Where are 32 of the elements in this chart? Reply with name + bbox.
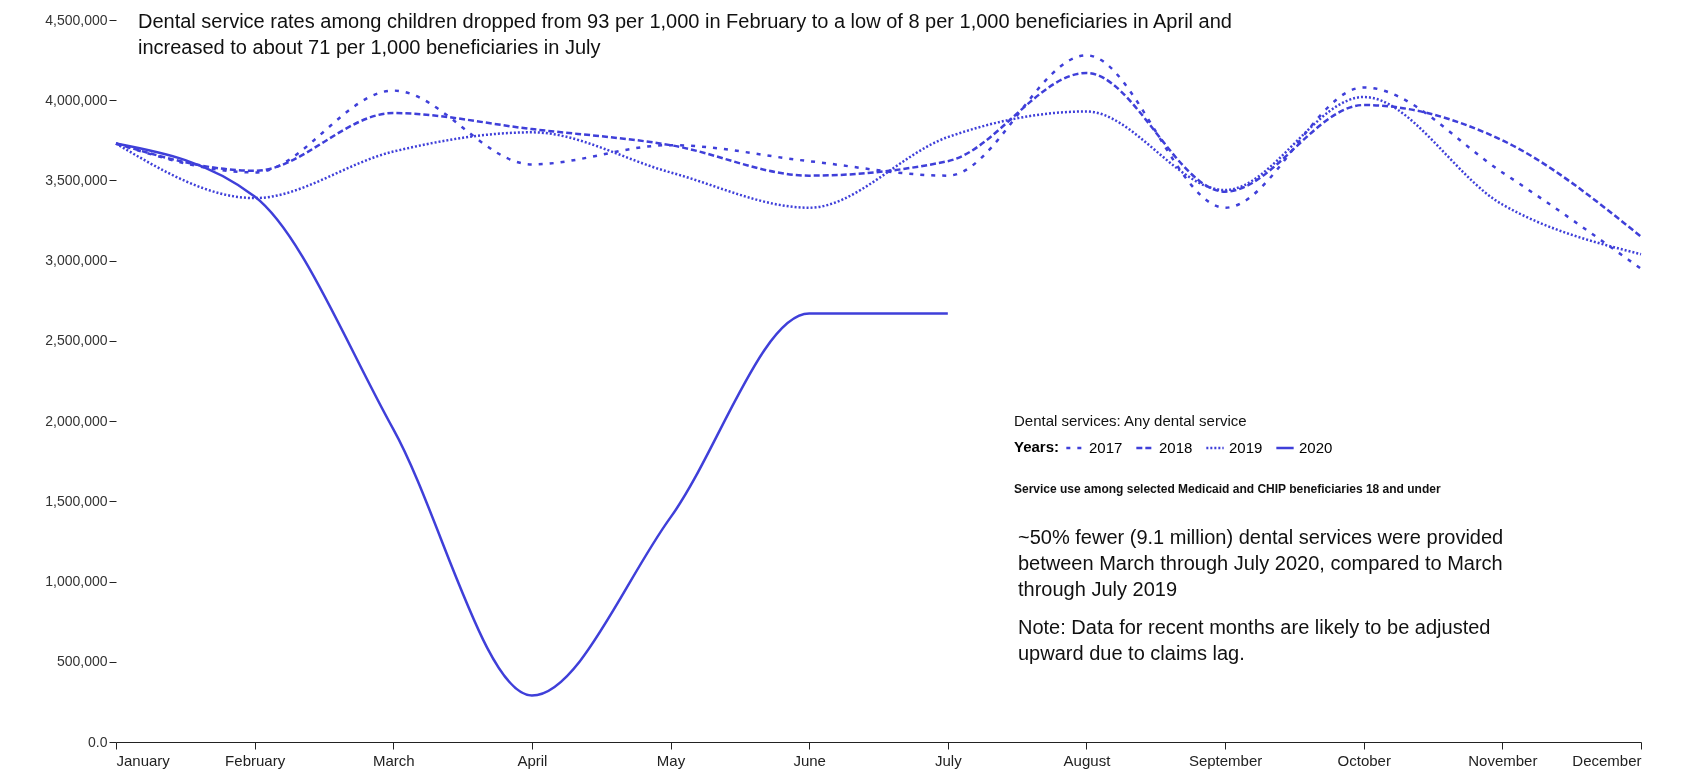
y-tick-label: 2,500,000 [45,332,108,349]
y-tick-label: 1,000,000 [45,573,108,590]
y-tick-label: 1,500,000 [45,492,108,509]
x-tick-label: November [1468,751,1538,769]
chart-title: Dental service rates among children dropped from 93 per 1,000 in February to a low of 8 per 1,000 beneficiaries in April and increased to about 71 per 1,000 beneficiaries in July [138,10,1232,58]
y-tick-label: 3,000,000 [45,252,108,269]
x-tick-label: August [1063,751,1112,769]
legend-title: Years: [1014,438,1060,455]
x-tick-label: February [225,751,286,769]
legend-label: 2018 [1159,439,1193,456]
annotation: Note: Data for recent months are likely to be adjusted upward due to claims lag. [1018,616,1491,664]
x-tick-label: October [1337,751,1391,769]
x-tick-label: July [934,751,963,769]
annotation: Service use among selected Medicaid and CHIP beneficiaries 18 and under [1014,482,1441,496]
y-tick-label: 4,500,000 [45,11,108,28]
y-tick-label: 0.0 [88,733,108,750]
annotation: ~50% fewer (9.1 million) dental services were provided between March through July 2020, compared to March through July 2019 [1018,526,1504,600]
x-tick-label: January [116,751,171,769]
legend-label: 2019 [1229,439,1263,456]
x-tick-label: September [1188,751,1263,769]
x-tick-label: June [793,751,826,769]
y-tick-label: 4,000,000 [45,91,108,108]
y-tick-label: 2,000,000 [45,412,108,429]
x-tick-label: March [372,751,415,769]
y-tick-label: 500,000 [56,653,108,670]
x-tick-label: April [517,751,548,769]
legend-label: 2020 [1299,439,1333,456]
x-tick-label: December [1572,751,1642,769]
annotation: Dental services: Any dental service [1014,412,1247,429]
y-tick-label: 3,500,000 [45,171,108,188]
legend-label: 2017 [1089,439,1123,456]
x-tick-label: May [656,751,686,769]
